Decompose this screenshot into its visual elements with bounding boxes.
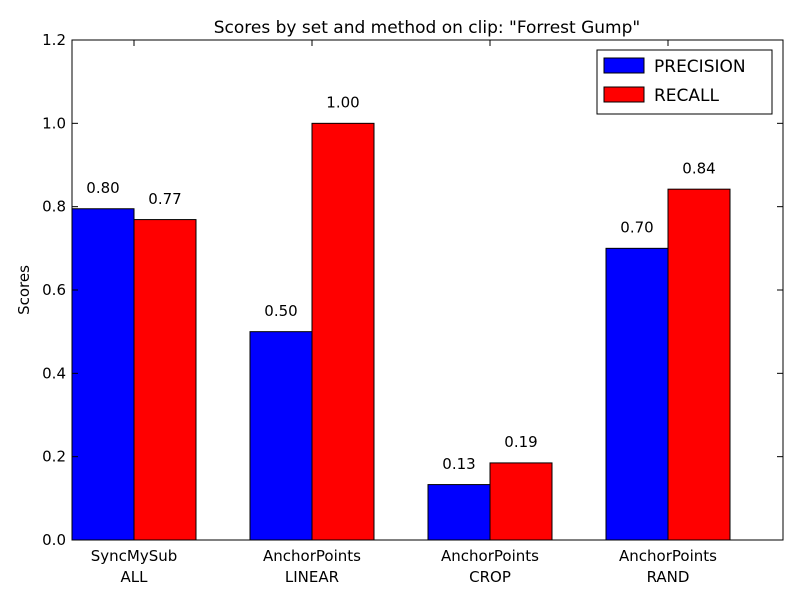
legend-label-recall: RECALL	[654, 86, 720, 106]
data-label-recall-2: 0.19	[504, 433, 537, 451]
x-tick-label: AnchorPoints LINEAR	[263, 547, 361, 586]
axis-ticks: 0.0 0.2 0.4 0.6 0.8 1.0 1.2 SyncMySub ALL AnchorP…	[42, 31, 783, 586]
bar-precision-3	[605, 247, 669, 541]
x-tick-label-line: ALL	[121, 568, 149, 586]
x-tick-label-line: AnchorPoints	[619, 547, 717, 565]
bar-recall-2	[489, 462, 553, 541]
data-label-precision-2: 0.13	[442, 455, 475, 473]
x-tick-label-line: SyncMySub	[91, 547, 178, 565]
y-tick-label: 0.2	[42, 448, 66, 466]
legend: PRECISION RECALL	[596, 49, 773, 115]
bar-recall-1	[311, 122, 375, 541]
y-tick-label: 0.0	[42, 531, 66, 549]
legend-label-precision: PRECISION	[654, 57, 746, 77]
bar-precision-0	[71, 208, 135, 541]
bars-layer	[71, 122, 731, 541]
data-label-recall-0: 0.77	[148, 190, 181, 208]
y-tick-label: 0.8	[42, 198, 66, 216]
x-tick-label: AnchorPoints CROP	[441, 547, 539, 586]
data-label-precision-3: 0.70	[620, 219, 653, 237]
chart-title: Scores by set and method on clip: "Forre…	[214, 18, 640, 38]
x-tick-label-line: LINEAR	[285, 568, 339, 586]
y-tick-label: 0.4	[42, 364, 66, 382]
y-axis-label: Scores	[15, 265, 33, 315]
data-label-recall-1: 1.00	[326, 94, 359, 112]
x-tick-label: SyncMySub ALL	[91, 547, 178, 586]
legend-swatch-recall	[603, 86, 645, 103]
x-tick-label-line: AnchorPoints	[263, 547, 361, 565]
bar-precision-2	[427, 484, 491, 541]
data-label-precision-0: 0.80	[86, 179, 119, 197]
bar-recall-0	[133, 219, 197, 541]
bar-recall-3	[667, 188, 731, 541]
x-tick-label-line: CROP	[469, 568, 511, 586]
bar-precision-1	[249, 331, 313, 541]
data-labels-layer: 0.80 0.77 0.50 1.00 0.13 0.19 0.70 0.84	[86, 94, 715, 473]
y-tick-label: 1.0	[42, 114, 66, 132]
data-label-precision-1: 0.50	[264, 302, 297, 320]
x-tick-label-line: AnchorPoints	[441, 547, 539, 565]
x-tick-label-line: RAND	[647, 568, 690, 586]
legend-swatch-precision	[603, 57, 645, 74]
y-tick-label: 1.2	[42, 31, 66, 49]
x-tick-label: AnchorPoints RAND	[619, 547, 717, 586]
data-label-recall-3: 0.84	[682, 159, 715, 177]
y-tick-label: 0.6	[42, 281, 66, 299]
